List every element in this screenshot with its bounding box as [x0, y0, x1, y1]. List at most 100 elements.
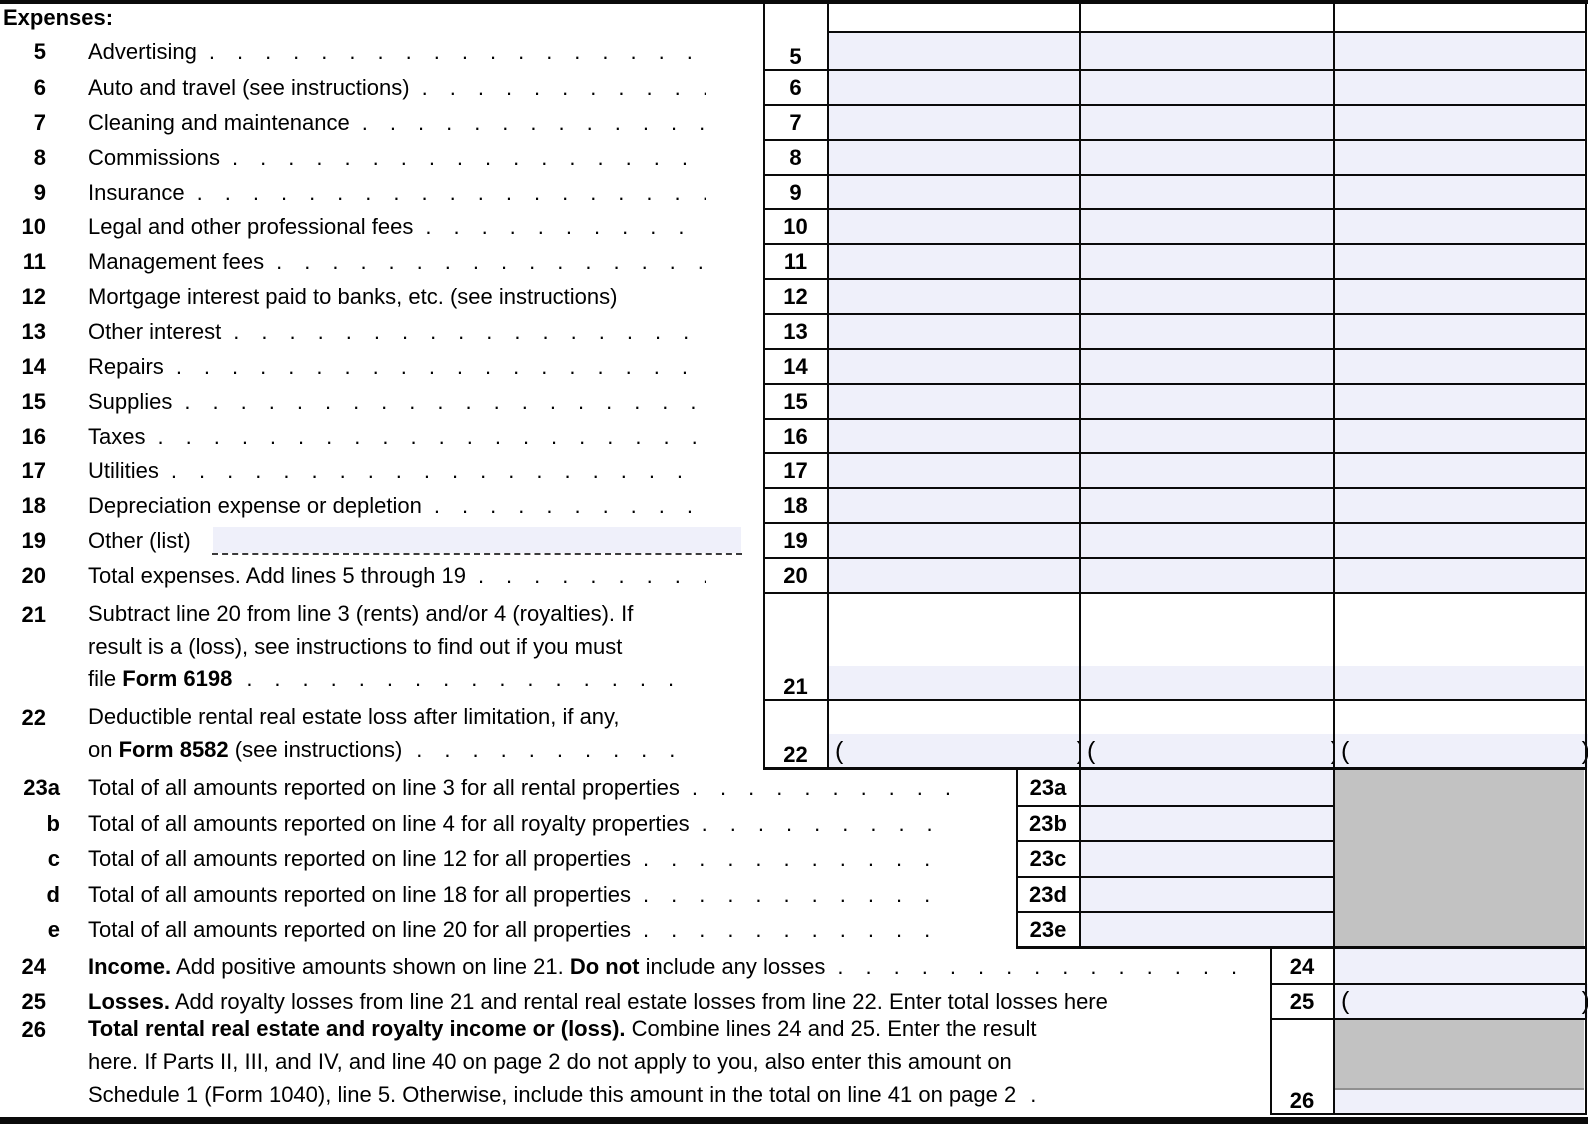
line-25-box-number: 25: [1270, 984, 1334, 1019]
line-19-other-list-input[interactable]: [213, 527, 741, 553]
line-16-col-b-input[interactable]: [1081, 419, 1333, 454]
line-16-col-a-input[interactable]: [829, 419, 1079, 454]
line-5-col-b-input[interactable]: [1081, 33, 1333, 70]
grid-line: [0, 0, 1588, 4]
line-14-box-label: 14: [783, 353, 808, 379]
line-25-input[interactable]: (): [1335, 984, 1588, 1018]
line-24-text: Add positive amounts shown on line 21.: [171, 953, 570, 979]
line-20-col-b-input[interactable]: [1081, 558, 1333, 593]
line-26-label: Total rental real estate and royalty inc…: [88, 1012, 1250, 1111]
line-13-col-a-input[interactable]: [829, 314, 1079, 349]
line-7-col-c-input[interactable]: [1335, 105, 1584, 140]
line-15-col-c-input[interactable]: [1335, 384, 1584, 419]
line-25-row: 25 Losses. Add royalty losses from line 2…: [0, 984, 1240, 1019]
line-9-label: Insurance: [88, 180, 185, 206]
line-19-col-c-input[interactable]: [1335, 523, 1584, 558]
line-9-col-c-input[interactable]: [1335, 175, 1584, 210]
line-19-box-number: 19: [763, 523, 828, 558]
line-21-col-b-input[interactable]: [1081, 666, 1333, 700]
line-6-col-c-input[interactable]: [1335, 70, 1584, 105]
line-19-number: 19: [21, 527, 46, 553]
line-22-col-b-input[interactable]: (): [1081, 734, 1345, 768]
grid-line: [763, 383, 1586, 385]
line-11-col-a-input[interactable]: [829, 244, 1079, 279]
line-5-col-a-input[interactable]: [829, 33, 1079, 70]
line-23e-input[interactable]: [1081, 912, 1333, 948]
grid-line: [1333, 4, 1335, 1115]
line-17-col-c-input[interactable]: [1335, 453, 1584, 488]
line-20-col-c-input[interactable]: [1335, 558, 1584, 593]
line-18-label: Depreciation expense or depletion: [88, 493, 422, 519]
line-20-number: 20: [21, 562, 46, 588]
line-13-col-b-input[interactable]: [1081, 314, 1333, 349]
line-8-col-a-input[interactable]: [829, 140, 1079, 175]
line-17-col-b-input[interactable]: [1081, 453, 1333, 488]
line-13-box-label: 13: [783, 318, 808, 344]
line-10-col-c-input[interactable]: [1335, 209, 1584, 244]
line-12-row: 12 Mortgage interest paid to banks, etc. …: [0, 279, 760, 314]
line-23b-text: Total of all amounts reported on line 4 …: [88, 811, 690, 836]
line-23c-input[interactable]: [1081, 841, 1333, 877]
line-22-col-a-input[interactable]: (): [829, 734, 1091, 768]
line-17-col-a-input[interactable]: [829, 453, 1079, 488]
line-22-text: on: [88, 736, 119, 762]
line-18-box-number: 18: [763, 488, 828, 523]
line-26-text: here. If Parts II, III, and IV, and line…: [88, 1049, 1012, 1074]
line-23a-input[interactable]: [1081, 770, 1333, 806]
line-10-col-a-input[interactable]: [829, 209, 1079, 244]
line-16-col-c-input[interactable]: [1335, 419, 1584, 454]
line-6-box-label: 6: [789, 74, 802, 100]
line-14-label: Repairs: [88, 354, 164, 380]
line-12-col-b-input[interactable]: [1081, 279, 1333, 314]
line-25-paren-open: (: [1341, 986, 1350, 1015]
line-26-input[interactable]: [1335, 1090, 1584, 1113]
grid-line: [763, 487, 1586, 489]
grid-line: [0, 1117, 1588, 1124]
line-7-col-a-input[interactable]: [829, 105, 1079, 140]
line-25-text: Losses.: [88, 988, 170, 1014]
line-9-col-b-input[interactable]: [1081, 175, 1333, 210]
line-13-number: 13: [21, 318, 46, 344]
leader-dots: ........................................…: [642, 846, 952, 871]
line-15-col-a-input[interactable]: [829, 384, 1079, 419]
line-23c-label: Total of all amounts reported on line 12…: [88, 846, 631, 872]
line-5-col-c-input[interactable]: [1335, 33, 1584, 70]
line-6-col-b-input[interactable]: [1081, 70, 1333, 105]
line-14-row: 14 Repairs...............................…: [0, 349, 706, 384]
line-21-text: result is a (loss), see instructions to …: [88, 633, 623, 659]
line-18-col-a-input[interactable]: [829, 488, 1079, 523]
line-8-col-b-input[interactable]: [1081, 140, 1333, 175]
line-5-label: Advertising: [88, 39, 197, 65]
line-19-col-b-input[interactable]: [1081, 523, 1333, 558]
line-9-col-a-input[interactable]: [829, 175, 1079, 210]
line-6-col-a-input[interactable]: [829, 70, 1079, 105]
line-14-box-number: 14: [763, 349, 828, 384]
line-18-col-b-input[interactable]: [1081, 488, 1333, 523]
line-15-col-b-input[interactable]: [1081, 384, 1333, 419]
line-14-col-a-input[interactable]: [829, 349, 1079, 384]
line-12-col-a-input[interactable]: [829, 279, 1079, 314]
line-13-col-c-input[interactable]: [1335, 314, 1584, 349]
line-15-number: 15: [21, 388, 46, 414]
line-12-col-c-input[interactable]: [1335, 279, 1584, 314]
leader-dots: ........................................…: [642, 917, 952, 942]
line-7-col-b-input[interactable]: [1081, 105, 1333, 140]
line-14-col-b-input[interactable]: [1081, 349, 1333, 384]
line-15-box-number: 15: [763, 384, 828, 419]
line-18-col-c-input[interactable]: [1335, 488, 1584, 523]
line-21-col-a-input[interactable]: [829, 666, 1079, 700]
line-23b-input[interactable]: [1081, 806, 1333, 842]
line-14-col-c-input[interactable]: [1335, 349, 1584, 384]
line-11-col-b-input[interactable]: [1081, 244, 1333, 279]
line-22-col-c-input[interactable]: (): [1335, 734, 1588, 768]
line-23d-input[interactable]: [1081, 877, 1333, 913]
line-8-box-number: 8: [763, 140, 828, 175]
line-10-col-b-input[interactable]: [1081, 209, 1333, 244]
line-8-col-c-input[interactable]: [1335, 140, 1584, 175]
line-11-col-c-input[interactable]: [1335, 244, 1584, 279]
line-20-col-a-input[interactable]: [829, 558, 1079, 593]
line-24-input[interactable]: [1335, 949, 1584, 983]
line-19-col-a-input[interactable]: [829, 523, 1079, 558]
line-23a-box-number: 23a: [1016, 770, 1080, 806]
line-21-col-c-input[interactable]: [1335, 666, 1584, 700]
